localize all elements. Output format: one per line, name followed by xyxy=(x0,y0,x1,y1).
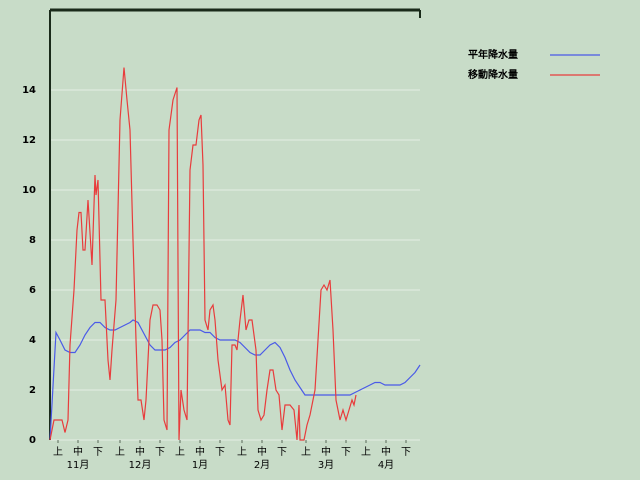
x-tick-label: 中 xyxy=(381,445,391,458)
legend-label: 平年降水量 xyxy=(468,48,518,61)
x-tick-label: 下 xyxy=(401,447,411,458)
month-label: 4月 xyxy=(378,459,394,471)
x-tick-label: 中 xyxy=(195,445,205,458)
x-tick-label: 中 xyxy=(73,445,83,458)
x-tick-label: 上 xyxy=(53,446,63,458)
y-tick-label: 0 xyxy=(29,435,36,446)
month-label: 11月 xyxy=(67,459,90,471)
x-tick-label: 上 xyxy=(115,446,125,458)
x-tick-label: 中 xyxy=(135,445,145,458)
y-tick-label: 14 xyxy=(22,85,36,96)
data-line xyxy=(49,319,421,441)
x-tick-label: 上 xyxy=(237,446,247,458)
y-tick-label: 4 xyxy=(29,335,36,346)
y-tick-label: 10 xyxy=(22,185,36,196)
y-tick-label: 12 xyxy=(22,135,36,146)
x-tick-label: 上 xyxy=(175,446,185,458)
legend-label: 移動降水量 xyxy=(468,68,518,81)
y-tick-label: 8 xyxy=(29,235,36,246)
month-label: 2月 xyxy=(254,459,270,471)
x-tick-label: 中 xyxy=(321,445,331,458)
x-tick-label: 上 xyxy=(301,446,311,458)
x-tick-label: 下 xyxy=(341,447,351,458)
y-tick-label: 6 xyxy=(29,285,36,296)
x-tick-label: 上 xyxy=(361,446,371,458)
x-tick-label: 下 xyxy=(277,447,287,458)
data-line xyxy=(49,67,357,441)
x-tick-label: 下 xyxy=(215,447,225,458)
x-tick-label: 下 xyxy=(93,447,103,458)
y-tick-label: 2 xyxy=(29,385,36,396)
month-label: 3月 xyxy=(318,459,334,471)
month-label: 1月 xyxy=(192,459,208,471)
x-tick-label: 中 xyxy=(257,445,267,458)
month-label: 12月 xyxy=(129,459,152,471)
x-tick-label: 下 xyxy=(155,447,165,458)
